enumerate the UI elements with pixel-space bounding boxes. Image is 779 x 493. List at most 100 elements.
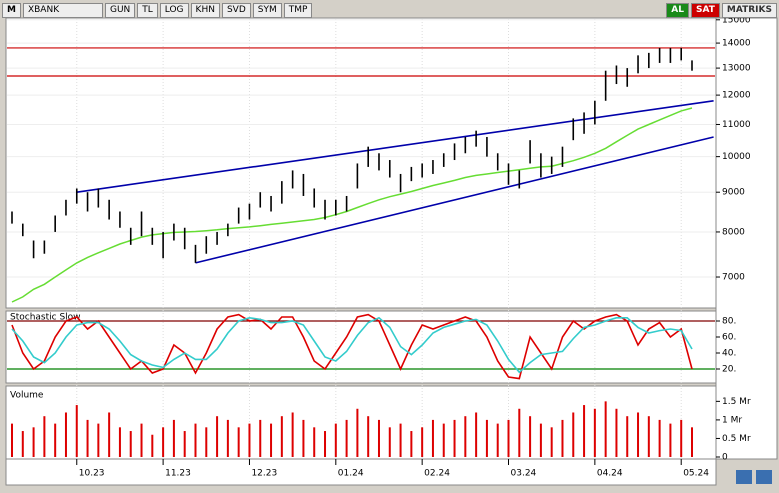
y-tick-label: 7000 — [722, 273, 745, 283]
y-tick-label: 20. — [722, 365, 736, 375]
toolbar: M XBANK GUN TL LOG KHN SVD SYM TMP AL SA… — [2, 2, 777, 18]
toolbar-button[interactable]: KHN — [190, 2, 220, 18]
volume-bar — [550, 427, 553, 457]
volume-bar — [302, 419, 305, 457]
volume-bar — [118, 427, 121, 457]
x-tick-label: 04.24 — [597, 469, 623, 479]
volume-bar — [313, 427, 316, 457]
volume-bar — [43, 416, 46, 457]
y-tick-label: 80. — [722, 317, 736, 327]
volume-bar — [226, 419, 229, 457]
volume-bar — [615, 408, 618, 457]
logo: M — [2, 2, 21, 18]
x-tick-label: 03.24 — [511, 469, 537, 479]
volume-bar — [399, 423, 402, 457]
volume-bar — [377, 419, 380, 457]
volume-bar — [11, 423, 13, 457]
volume-bar — [367, 416, 370, 457]
toolbar-button[interactable]: TMP — [283, 2, 313, 18]
volume-bar — [280, 416, 283, 457]
volume-bar — [324, 431, 327, 457]
settings-icon[interactable] — [756, 470, 772, 484]
volume-bar — [216, 416, 219, 457]
y-tick-label: 0 — [722, 453, 728, 463]
y-tick-label: 8000 — [722, 227, 745, 237]
volume-bar — [529, 416, 532, 457]
volume-bar — [86, 419, 89, 457]
stochastic-line — [11, 313, 693, 380]
symbol-box[interactable]: XBANK — [22, 2, 103, 18]
y-tick-label: 1.5 Mr — [722, 397, 751, 407]
volume-bar — [453, 419, 456, 457]
panel-title: Volume — [10, 391, 44, 401]
x-tick-label: 02.24 — [424, 469, 450, 479]
y-tick-label: 14000 — [722, 39, 751, 49]
volume-bar — [518, 408, 521, 457]
volume-bar — [21, 431, 24, 457]
volume-bar — [388, 427, 391, 457]
x-tick-label: 11.23 — [165, 469, 191, 479]
volume-bar — [54, 423, 57, 457]
volume-bar — [108, 412, 111, 457]
volume-bar — [593, 408, 596, 457]
moving-average — [11, 107, 693, 303]
volume-bar — [97, 423, 100, 457]
volume-bar — [626, 416, 629, 457]
y-tick-label: 10000 — [722, 152, 751, 162]
x-tick-label: 12.23 — [251, 469, 277, 479]
volume-bar — [691, 427, 693, 457]
panel-title: Stochastic Slow — [10, 313, 81, 323]
toolbar-button[interactable]: LOG — [159, 2, 189, 18]
toolbar-button[interactable]: SYM — [252, 2, 282, 18]
y-tick-label: 40. — [722, 349, 736, 359]
volume-bar — [64, 412, 67, 457]
volume-bar — [291, 412, 294, 457]
volume-bar — [410, 431, 413, 457]
y-tick-label: 0.5 Mr — [722, 434, 751, 444]
volume-bar — [237, 427, 240, 457]
sell-button[interactable]: SAT — [691, 2, 720, 18]
volume-bar — [205, 427, 208, 457]
price-panel — [5, 17, 717, 309]
y-tick-label: 13000 — [722, 64, 751, 74]
volume-bar — [421, 427, 424, 457]
volume-bar — [583, 405, 586, 457]
y-tick-label: 60. — [722, 333, 736, 343]
volume-bar — [129, 431, 132, 457]
stochastic-panel — [5, 310, 717, 384]
volume-bar — [658, 419, 661, 457]
volume-bar — [637, 412, 640, 457]
trend-line — [76, 99, 714, 193]
volume-bar — [507, 419, 510, 457]
volume-bar — [561, 419, 564, 457]
toolbar-button[interactable]: TL — [137, 2, 158, 18]
value-axis-area — [715, 17, 778, 460]
volume-bar — [162, 427, 165, 457]
volume-bar — [75, 405, 78, 457]
y-tick-label: 1 Mr — [722, 415, 742, 425]
date-axis-area — [5, 458, 717, 486]
volume-bar — [680, 419, 683, 457]
toolbar-button[interactable]: GUN — [104, 2, 136, 18]
volume-bar — [259, 419, 262, 457]
y-tick-label: 15000 — [722, 15, 751, 25]
stochastic-line — [11, 316, 693, 374]
volume-bar — [485, 419, 488, 457]
volume-bar — [151, 434, 154, 457]
volume-bar — [442, 423, 445, 457]
refresh-icon[interactable] — [736, 470, 752, 484]
volume-bar — [345, 419, 348, 457]
volume-bar — [604, 401, 607, 457]
volume-bar — [496, 423, 499, 457]
volume-bar — [356, 408, 359, 457]
toolbar-button[interactable]: SVD — [221, 2, 251, 18]
buy-button[interactable]: AL — [666, 2, 689, 18]
x-tick-label: 05.24 — [683, 469, 709, 479]
x-tick-label: 01.24 — [338, 469, 364, 479]
volume-bar — [183, 431, 186, 457]
volume-bar — [475, 412, 478, 457]
volume-bar — [334, 423, 337, 457]
trend-line — [195, 136, 714, 264]
